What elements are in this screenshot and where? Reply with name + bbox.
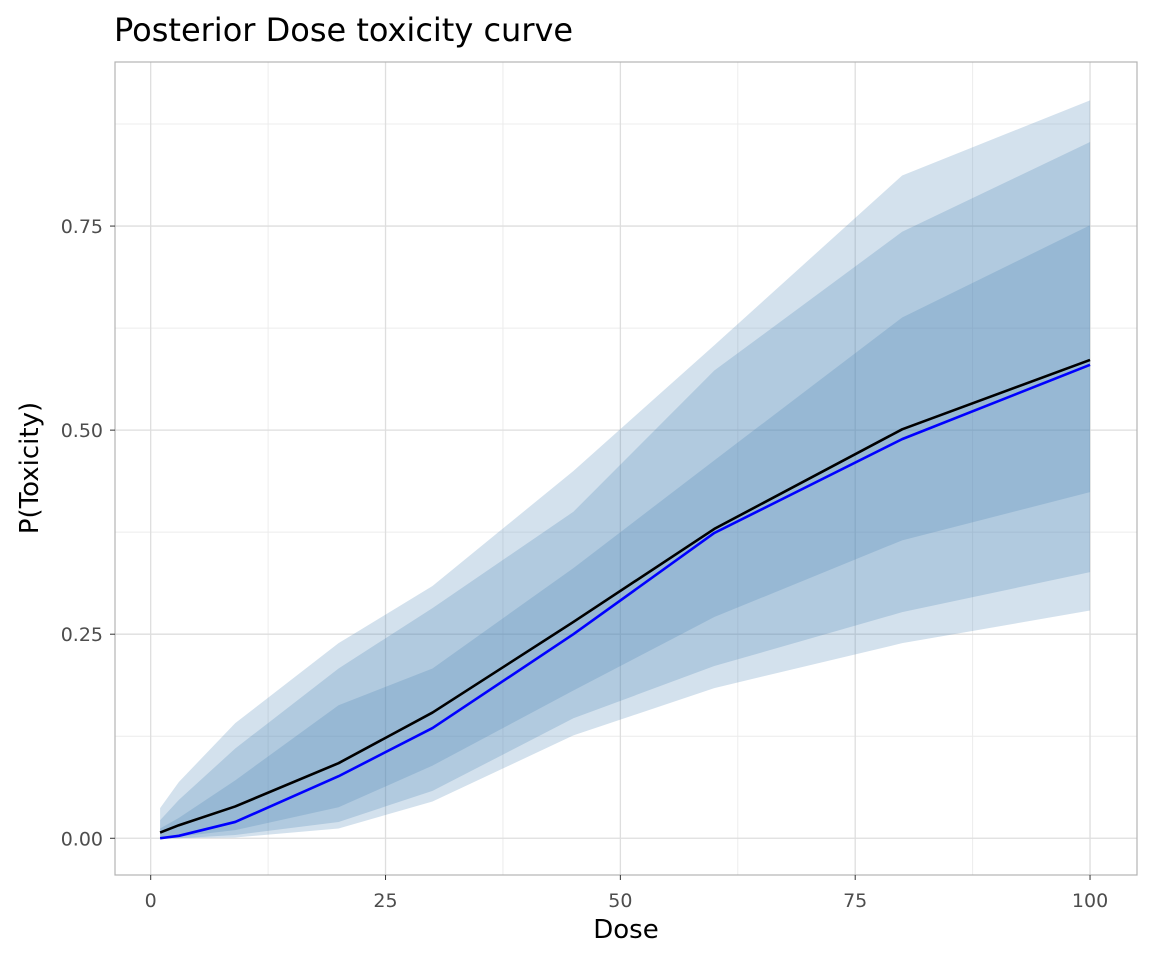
axis-ticks: 0 25 50 75 100 0.00 0.25 0.50 0.75 xyxy=(61,216,1108,912)
credible-band xyxy=(160,225,1091,839)
y-tick-label: 0.00 xyxy=(61,828,103,850)
credible-band xyxy=(160,141,1091,839)
series-lines xyxy=(159,358,1091,840)
y-tick-label: 0.25 xyxy=(61,624,103,646)
y-axis-label: P(Toxicity) xyxy=(15,402,45,534)
grid xyxy=(115,62,1137,875)
series-line xyxy=(159,363,1091,840)
x-tick-label: 100 xyxy=(1072,890,1108,912)
x-axis-label: Dose xyxy=(593,915,658,945)
credible-band xyxy=(160,100,1091,839)
x-tick-label: 75 xyxy=(843,890,867,912)
x-tick-label: 25 xyxy=(373,890,397,912)
credible-bands xyxy=(160,100,1091,839)
panel-border xyxy=(114,61,1138,876)
x-tick-label: 50 xyxy=(608,890,632,912)
y-tick-label: 0.75 xyxy=(61,216,103,238)
chart-title: Posterior Dose toxicity curve xyxy=(114,11,573,49)
y-tick-label: 0.50 xyxy=(61,420,103,442)
series-line xyxy=(159,358,1091,834)
x-tick-label: 0 xyxy=(145,890,157,912)
